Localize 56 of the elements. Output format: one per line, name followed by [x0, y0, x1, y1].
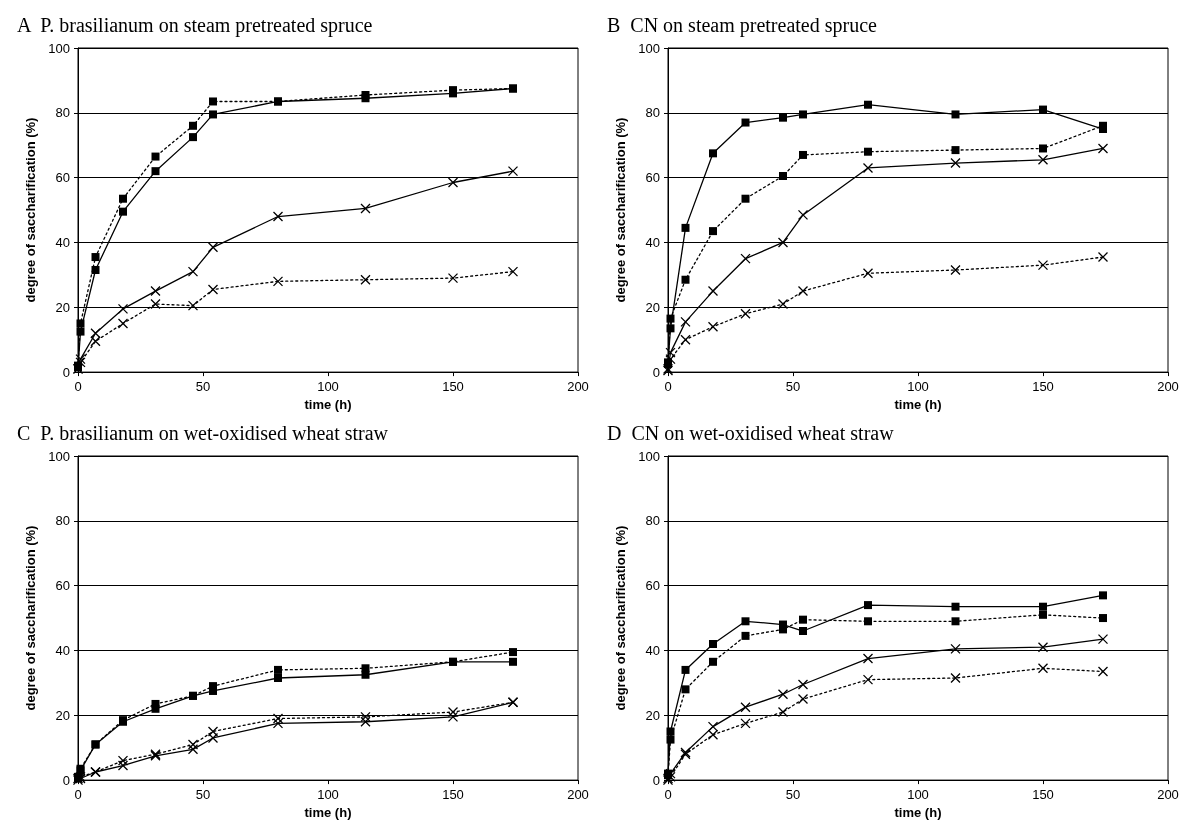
y-tick-label: 40 — [645, 234, 660, 250]
x-tick-label: 150 — [1032, 787, 1054, 803]
x-tick-label: 50 — [785, 787, 801, 803]
x-tick-label: 50 — [195, 787, 211, 803]
y-tick-label: 60 — [55, 170, 70, 186]
y-tick-label: 40 — [645, 642, 660, 658]
y-tick-label: 40 — [55, 234, 70, 250]
x-tick-label: 150 — [442, 379, 464, 395]
x-tick-label: 100 — [907, 379, 929, 395]
y-tick-label: 80 — [645, 105, 660, 121]
x-tick-label: 200 — [567, 379, 589, 395]
y-tick-label: 0 — [652, 364, 660, 380]
chart-title: B CN on steam pretreated spruce — [607, 14, 878, 37]
x-tick-label: 200 — [1157, 787, 1179, 803]
x-tick-label: 200 — [567, 787, 589, 803]
y-tick-label: 80 — [645, 513, 660, 529]
chart-title: D CN on wet-oxidised wheat straw — [607, 422, 895, 444]
y-tick-label: 20 — [55, 707, 70, 723]
x-tick-label: 100 — [317, 379, 339, 395]
y-tick-label: 20 — [645, 707, 660, 723]
x-tick-label: 150 — [442, 787, 464, 803]
y-tick-label: 100 — [638, 40, 660, 56]
y-tick-label: 40 — [55, 642, 70, 658]
y-tick-label: 100 — [48, 448, 70, 464]
y-tick-label: 100 — [48, 40, 70, 56]
y-tick-label: 0 — [62, 364, 70, 380]
x-tick-label: 50 — [195, 379, 211, 395]
y-tick-label: 100 — [638, 448, 660, 464]
y-tick-label: 60 — [645, 170, 660, 186]
y-axis-title: degree of saccharification (%) — [613, 525, 629, 711]
y-tick-label: 80 — [55, 105, 70, 121]
chart-title: A P. brasilianum on steam pretreated spruce — [17, 14, 373, 37]
y-axis-title: degree of saccharification (%) — [613, 117, 629, 303]
y-tick-label: 60 — [645, 578, 660, 594]
y-tick-label: 0 — [652, 772, 660, 788]
x-tick-label: 0 — [664, 787, 672, 803]
x-tick-label: 0 — [74, 787, 82, 803]
chart-title: C P. brasilianum on wet-oxidised wheat straw — [17, 422, 389, 444]
y-tick-label: 0 — [62, 772, 70, 788]
y-axis-title: degree of saccharification (%) — [23, 117, 39, 303]
y-tick-label: 20 — [645, 299, 660, 315]
x-tick-label: 100 — [907, 787, 929, 803]
y-tick-label: 60 — [55, 578, 70, 594]
y-tick-label: 80 — [55, 513, 70, 529]
x-tick-label: 50 — [785, 379, 801, 395]
y-axis-title: degree of saccharification (%) — [23, 525, 39, 711]
x-axis-title: time (h) — [304, 805, 352, 820]
x-axis-title: time (h) — [304, 397, 352, 412]
x-tick-label: 200 — [1157, 379, 1179, 395]
x-tick-label: 100 — [317, 787, 339, 803]
x-tick-label: 150 — [1032, 379, 1054, 395]
y-tick-label: 20 — [55, 299, 70, 315]
x-tick-label: 0 — [74, 379, 82, 395]
x-axis-title: time (h) — [894, 397, 942, 412]
x-tick-label: 0 — [664, 379, 672, 395]
x-axis-title: time (h) — [894, 805, 942, 820]
